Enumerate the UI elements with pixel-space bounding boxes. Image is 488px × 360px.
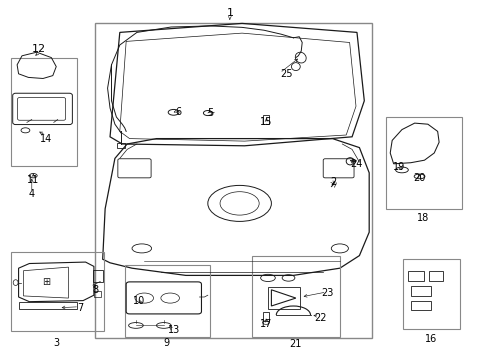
Bar: [94, 291, 101, 297]
Text: 14: 14: [40, 134, 53, 144]
Bar: [263, 115, 268, 124]
Text: 7: 7: [78, 303, 83, 313]
Text: 13: 13: [167, 325, 180, 335]
Bar: [407, 271, 423, 281]
Text: 18: 18: [416, 213, 429, 223]
Text: 5: 5: [207, 108, 213, 118]
Text: 17: 17: [260, 319, 272, 329]
Text: 6: 6: [175, 107, 181, 117]
Text: ⊞: ⊞: [42, 276, 50, 287]
Text: 21: 21: [289, 339, 302, 349]
Text: ←: ←: [350, 159, 356, 165]
Text: 25: 25: [279, 69, 292, 79]
Bar: [251, 256, 339, 337]
Text: 4: 4: [29, 189, 35, 199]
Text: 11: 11: [27, 175, 40, 185]
Bar: [93, 270, 102, 282]
Bar: [19, 302, 77, 309]
Text: 15: 15: [260, 117, 272, 127]
Bar: [11, 252, 103, 331]
Text: 9: 9: [163, 338, 169, 348]
Bar: [403, 259, 459, 329]
Bar: [267, 287, 299, 309]
Bar: [386, 117, 461, 209]
Text: 12: 12: [32, 44, 46, 54]
Text: 24: 24: [349, 159, 362, 169]
Bar: [95, 23, 371, 338]
Bar: [124, 265, 210, 337]
Text: 16: 16: [424, 334, 437, 344]
Bar: [11, 58, 77, 166]
Bar: [117, 143, 125, 148]
Text: 23: 23: [321, 288, 333, 298]
Text: 19: 19: [392, 162, 405, 172]
Text: 20: 20: [412, 173, 425, 183]
Text: 1: 1: [226, 8, 233, 18]
Bar: [410, 286, 430, 296]
Text: 2: 2: [330, 177, 336, 187]
Bar: [263, 312, 268, 321]
Text: 22: 22: [313, 312, 326, 323]
Bar: [410, 301, 430, 310]
Bar: [428, 271, 442, 281]
Text: 3: 3: [53, 338, 59, 348]
Text: 10: 10: [133, 296, 145, 306]
Text: 8: 8: [92, 285, 98, 295]
